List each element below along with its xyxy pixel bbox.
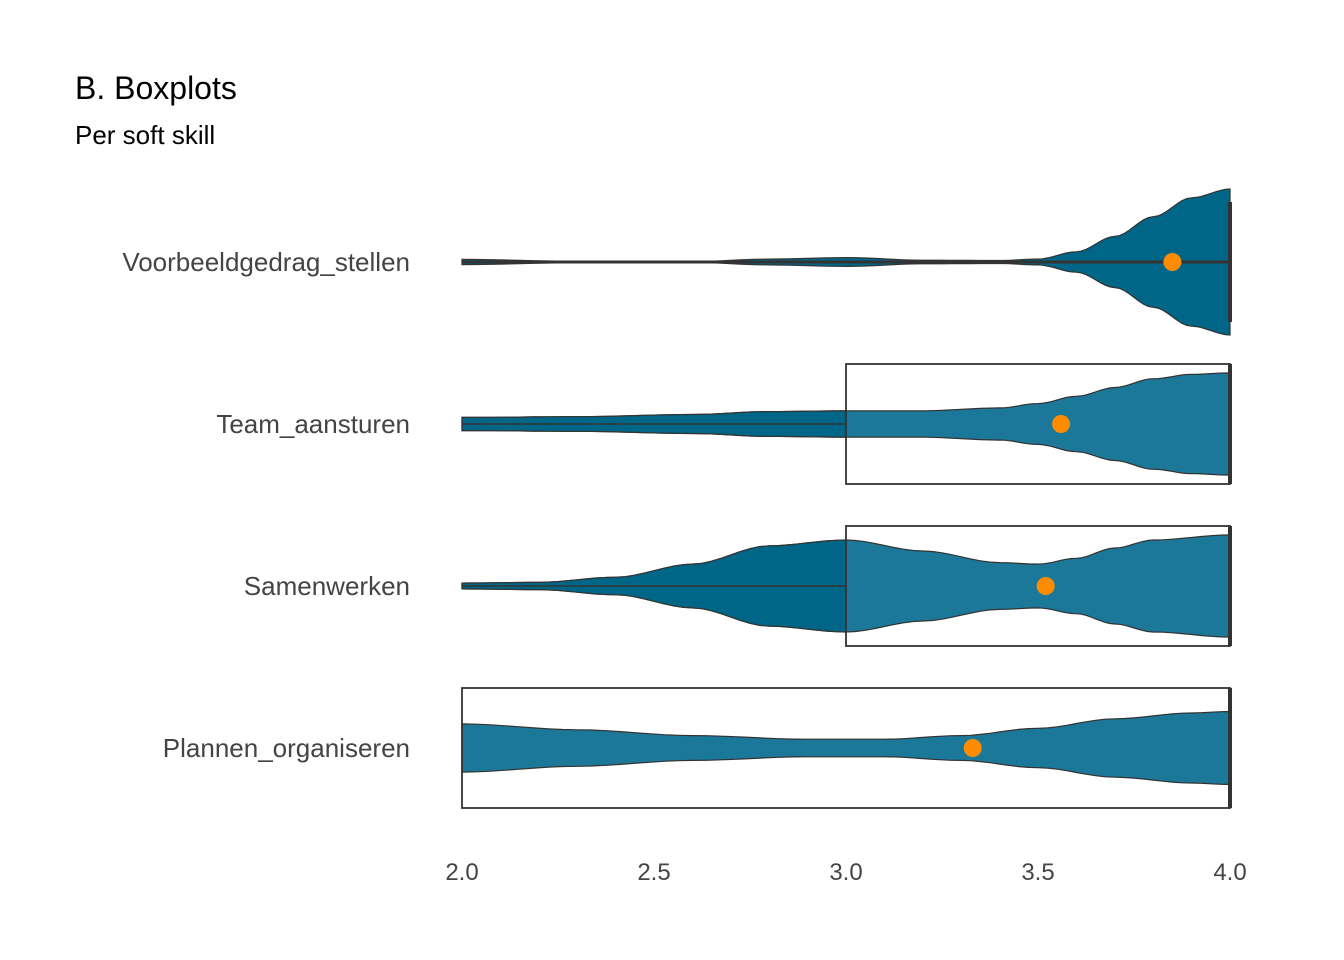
violin-row-samenwerken: Samenwerken [244, 525, 1232, 647]
mean-point [1163, 253, 1182, 271]
violin-row-team-aansturen: Team_aansturen [216, 363, 1232, 485]
mean-point [1036, 577, 1055, 595]
x-tick-label: 2.0 [445, 859, 478, 886]
mean-point [1052, 415, 1071, 433]
category-label: Team_aansturen [216, 409, 410, 439]
x-tick-label: 3.5 [1021, 859, 1054, 886]
category-label: Plannen_organiseren [163, 733, 410, 763]
violin-rows: Voorbeeldgedrag_stellen Team_aansturen Sam… [122, 188, 1232, 809]
x-tick-label: 2.5 [637, 859, 670, 886]
violin-shape [461, 710, 1231, 786]
x-tick-label: 3.0 [829, 859, 862, 886]
violin-row-plannen-organiseren: Plannen_organiseren [163, 687, 1232, 809]
x-tick-label: 4.0 [1213, 859, 1246, 886]
x-axis: 2.0 2.5 3.0 3.5 4.0 [445, 859, 1246, 886]
chart-title: B. Boxplots [75, 70, 237, 106]
category-label: Samenwerken [244, 571, 410, 601]
category-label: Voorbeeldgedrag_stellen [122, 247, 410, 277]
chart-subtitle: Per soft skill [75, 120, 216, 150]
violin-row-voorbeeldgedrag-stellen: Voorbeeldgedrag_stellen [122, 188, 1232, 336]
mean-point [963, 739, 982, 757]
